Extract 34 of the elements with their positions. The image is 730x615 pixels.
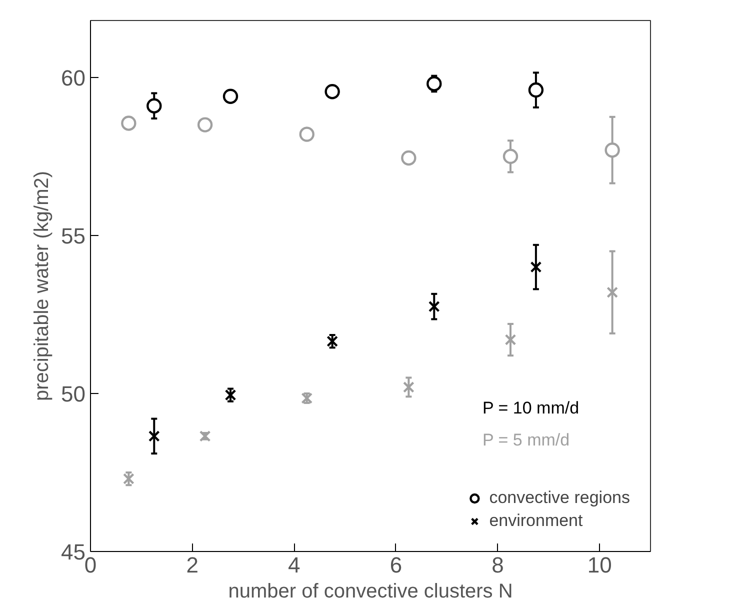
y-tick-label: 55 [61,223,86,248]
y-tick-label: 50 [61,381,86,406]
point [299,126,314,142]
x-tick-label: 10 [587,552,612,578]
point [146,98,162,114]
x-tick-label: 4 [288,552,300,578]
point [426,76,442,92]
point [148,430,160,442]
y-tick-label: 45 [61,540,86,564]
x-tick-label: 8 [492,552,504,578]
point [324,84,340,100]
legend-label: convective regions [489,488,630,508]
annotation: P = 5 mm/d [482,430,570,450]
x-axis-title: number of convective clusters N [228,580,513,602]
legend-label: environment [489,511,583,531]
x-tick-label: 0 [84,552,97,578]
point [530,261,542,273]
point [502,148,518,164]
point [606,286,618,298]
point [528,82,544,98]
point [222,88,238,104]
point [197,117,213,132]
point [428,300,440,312]
point [604,142,620,158]
x-tick-label: 2 [186,552,198,578]
annotation: P = 10 mm/d [482,398,580,418]
point [326,336,338,348]
point [402,381,414,393]
y-axis-title: precipitable water (kg/m2) [31,170,54,402]
point [504,334,516,346]
point [121,116,136,131]
point [401,150,416,166]
x-tick-label: 6 [390,552,402,578]
y-tick-label: 60 [61,65,86,90]
